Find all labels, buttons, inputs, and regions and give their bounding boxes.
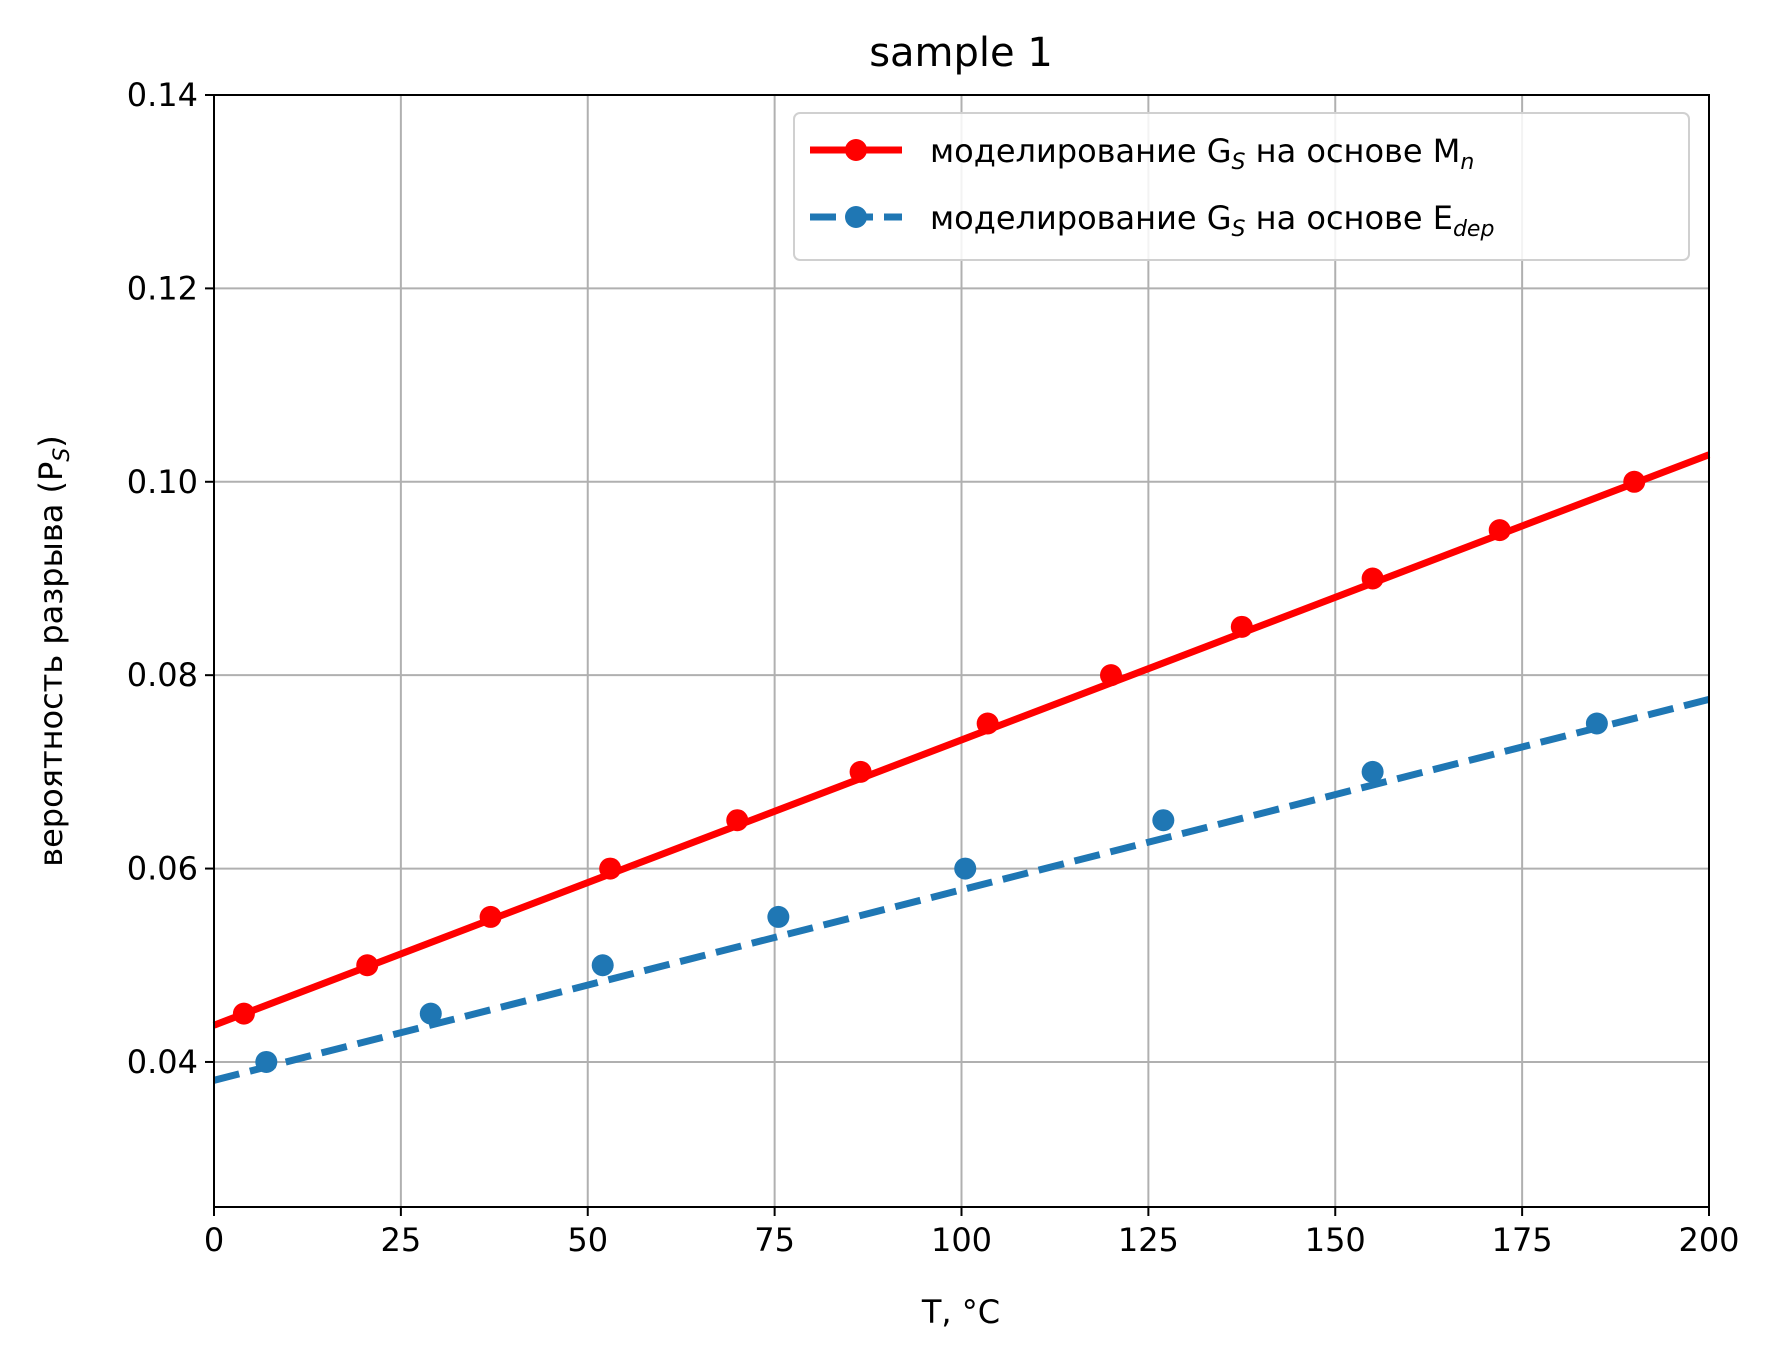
data-point — [255, 1050, 278, 1073]
data-point — [849, 760, 872, 783]
legend: моделирование GS на основе Mn моделирова… — [793, 112, 1690, 261]
data-point — [1230, 615, 1253, 638]
y-tick-label: 0.14 — [127, 76, 198, 114]
x-tick-label: 100 — [931, 1221, 992, 1259]
x-tick-label: 0 — [204, 1221, 224, 1259]
y-tick-label: 0.04 — [127, 1043, 198, 1081]
data-point — [767, 905, 790, 928]
data-point — [726, 809, 749, 832]
x-tick-label: 200 — [1678, 1221, 1739, 1259]
x-axis-label: T, °C — [921, 1293, 1000, 1331]
y-axis-label: вероятность разрыва (PS) — [32, 435, 75, 866]
y-tick-label: 0.06 — [127, 850, 198, 888]
data-point — [1152, 809, 1175, 832]
series-layer — [212, 451, 1711, 1084]
legend-marker-red — [845, 139, 867, 161]
x-tick-label: 25 — [381, 1221, 422, 1259]
legend-marker-blue — [845, 206, 867, 228]
data-point — [479, 905, 502, 928]
y-axis-label-end: ) — [32, 435, 70, 447]
data-point — [232, 1002, 255, 1025]
x-tick-label: 175 — [1492, 1221, 1553, 1259]
legend-box — [793, 112, 1690, 261]
x-tick-label: 125 — [1118, 1221, 1179, 1259]
chart-title: sample 1 — [869, 30, 1053, 76]
y-tick-label: 0.08 — [127, 656, 198, 694]
x-tick-label: 50 — [567, 1221, 608, 1259]
x-tick-label: 75 — [754, 1221, 795, 1259]
data-point — [1623, 470, 1646, 493]
data-point — [954, 857, 977, 880]
data-point — [599, 857, 622, 880]
y-tick-label: 0.12 — [127, 269, 198, 307]
data-point — [591, 954, 614, 977]
x-tick-label: 150 — [1305, 1221, 1366, 1259]
y-axis-label-main: вероятность разрыва (P — [32, 462, 70, 867]
data-point — [419, 1002, 442, 1025]
data-point — [1585, 712, 1608, 735]
data-point — [356, 954, 379, 977]
data-point — [1361, 567, 1384, 590]
series-1 — [213, 695, 1710, 1084]
ticks: 0 25 50 75 100 125 150 175 200 0.04 0.06 0.08 0.10 0.… — [127, 76, 1740, 1259]
data-point — [1100, 664, 1122, 687]
legend-label-blue: моделирование GS на основе Edep — [930, 199, 1494, 242]
data-point — [1488, 519, 1511, 542]
y-tick-label: 0.10 — [127, 463, 198, 501]
series-0 — [212, 451, 1711, 1029]
data-point — [1361, 760, 1384, 783]
y-axis-label-sub: S — [50, 448, 75, 462]
series-line — [212, 451, 1711, 1029]
legend-label-red: моделирование GS на основе Mn — [930, 132, 1474, 175]
data-point — [976, 712, 999, 735]
